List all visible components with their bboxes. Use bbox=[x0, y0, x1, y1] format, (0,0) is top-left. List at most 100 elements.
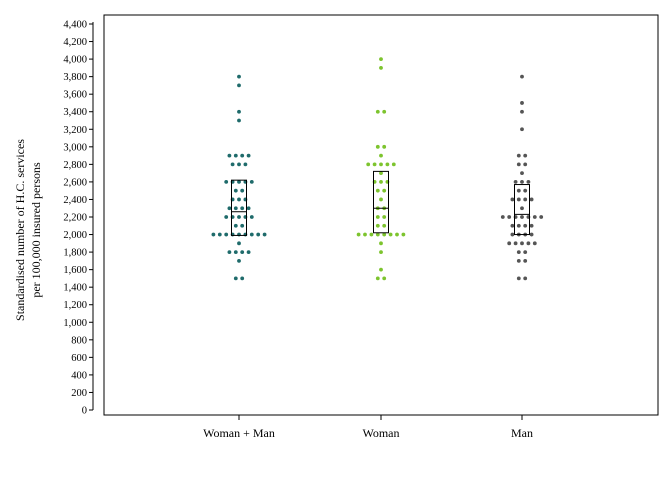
data-point bbox=[516, 153, 521, 158]
data-point bbox=[510, 223, 515, 228]
data-point bbox=[233, 276, 238, 281]
data-point bbox=[243, 162, 248, 167]
data-point bbox=[375, 276, 380, 281]
data-point bbox=[233, 188, 238, 193]
data-point bbox=[510, 197, 515, 202]
data-point bbox=[366, 162, 371, 167]
data-point bbox=[224, 232, 229, 237]
data-point bbox=[240, 206, 245, 211]
x-tick-label: Woman + Man bbox=[203, 426, 275, 440]
data-point bbox=[230, 162, 235, 167]
data-point bbox=[532, 241, 537, 246]
data-point bbox=[375, 188, 380, 193]
y-tick-label: 1,400 bbox=[63, 283, 87, 294]
data-point bbox=[246, 206, 251, 211]
data-point bbox=[217, 232, 222, 237]
y-tick-label: 1,200 bbox=[63, 300, 87, 311]
data-point bbox=[379, 197, 383, 202]
y-tick-label: 0 bbox=[82, 406, 87, 417]
data-point bbox=[237, 118, 241, 123]
y-tick-label: 3,800 bbox=[63, 72, 87, 83]
quartile-box bbox=[373, 170, 389, 234]
data-point bbox=[379, 241, 383, 246]
y-axis-label-line-2: per 100,000 insured persons bbox=[29, 162, 43, 298]
quartile-boxes bbox=[231, 170, 530, 236]
x-tick-label: Woman bbox=[362, 426, 399, 440]
y-tick-label: 3,200 bbox=[63, 125, 87, 136]
y-tick-label: 600 bbox=[71, 353, 87, 364]
data-point bbox=[233, 250, 238, 254]
data-point bbox=[224, 215, 229, 219]
data-point bbox=[227, 206, 232, 211]
data-point bbox=[516, 197, 521, 202]
x-axis: Woman + Man Woman Man bbox=[203, 415, 533, 440]
data-point bbox=[379, 153, 383, 158]
data-point bbox=[379, 162, 383, 167]
y-tick-label: 1,600 bbox=[63, 265, 87, 276]
data-point bbox=[388, 232, 393, 237]
data-point bbox=[375, 223, 380, 228]
data-point bbox=[395, 232, 399, 237]
data-point bbox=[516, 258, 521, 263]
data-point bbox=[224, 180, 229, 184]
data-point bbox=[237, 83, 241, 88]
y-tick-label: 4,000 bbox=[63, 55, 87, 66]
data-point bbox=[246, 153, 251, 158]
data-points bbox=[211, 57, 544, 281]
data-point bbox=[249, 232, 254, 237]
y-tick-label: 3,600 bbox=[63, 90, 87, 101]
data-point bbox=[379, 65, 383, 70]
y-tick-label: 3,000 bbox=[63, 142, 87, 153]
data-point bbox=[513, 241, 518, 246]
data-point bbox=[523, 197, 528, 202]
data-point bbox=[379, 180, 383, 184]
data-point bbox=[523, 276, 528, 281]
data-point bbox=[375, 109, 380, 114]
data-point bbox=[375, 232, 380, 237]
quartile-box bbox=[514, 184, 530, 236]
data-point bbox=[520, 74, 524, 79]
data-point bbox=[237, 162, 241, 167]
data-point bbox=[240, 188, 245, 193]
x-tick-label: Man bbox=[511, 426, 533, 440]
data-point bbox=[379, 250, 383, 254]
data-point bbox=[523, 258, 528, 263]
data-point bbox=[523, 223, 528, 228]
data-point bbox=[246, 250, 251, 254]
data-point bbox=[523, 153, 528, 158]
data-point bbox=[240, 250, 245, 254]
data-point bbox=[516, 250, 521, 254]
data-point bbox=[401, 232, 406, 237]
data-point bbox=[240, 223, 245, 228]
data-point bbox=[523, 188, 528, 193]
data-point bbox=[233, 206, 238, 211]
data-point bbox=[520, 171, 524, 176]
data-point bbox=[379, 57, 383, 61]
data-point bbox=[523, 162, 528, 167]
y-tick-label: 2,400 bbox=[63, 195, 87, 206]
data-point bbox=[513, 180, 518, 184]
data-point bbox=[526, 241, 531, 246]
y-tick-label: 200 bbox=[71, 388, 87, 399]
data-point bbox=[233, 153, 238, 158]
data-point bbox=[262, 232, 267, 237]
data-point bbox=[249, 215, 254, 219]
y-axis: 0 200 400 600 800 1,000 1,200 1,400 1,600 1,800 2,… bbox=[63, 20, 94, 417]
data-point bbox=[256, 232, 261, 237]
data-point bbox=[379, 171, 383, 176]
data-point bbox=[237, 258, 241, 263]
data-point bbox=[382, 223, 387, 228]
data-point bbox=[510, 232, 515, 237]
y-tick-label: 1,800 bbox=[63, 248, 87, 259]
data-point bbox=[391, 162, 396, 167]
data-point bbox=[382, 109, 387, 114]
data-point bbox=[520, 101, 524, 105]
data-point bbox=[237, 74, 241, 79]
data-point bbox=[240, 153, 245, 158]
data-point bbox=[516, 188, 521, 193]
data-point bbox=[520, 241, 524, 246]
data-point bbox=[237, 241, 241, 246]
y-tick-label: 400 bbox=[71, 370, 87, 381]
data-point bbox=[211, 232, 216, 237]
